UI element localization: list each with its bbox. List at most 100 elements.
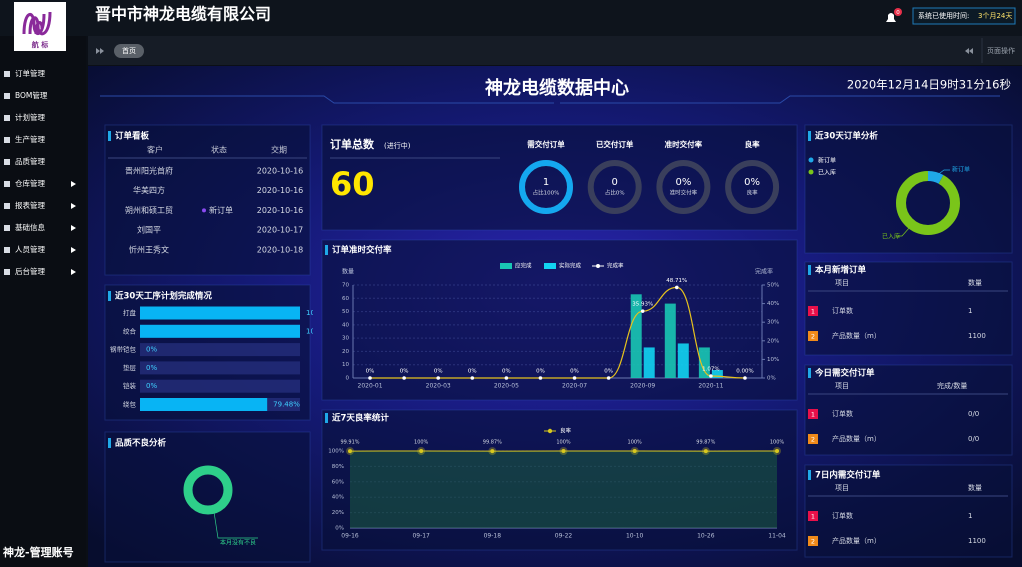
top-bar <box>0 0 1022 36</box>
customer: 刘国平 <box>137 225 161 235</box>
ring-track <box>656 160 711 214</box>
bar-category: 钢带铠包 <box>110 345 137 354</box>
menu-item[interactable]: 后台管理 <box>15 266 45 276</box>
bar <box>698 347 710 378</box>
bar-track <box>140 361 300 375</box>
rate-label: 35.93% <box>632 302 653 308</box>
menu-icon <box>4 247 10 253</box>
menu-item[interactable]: 报表管理 <box>15 200 45 210</box>
panel-title: 7日内需交付订单 <box>815 470 881 481</box>
y2-tick-label: 0% <box>767 376 776 382</box>
menu-icon <box>4 181 10 187</box>
menu-icon <box>4 93 10 99</box>
menu-item[interactable]: 基础信息 <box>15 222 45 232</box>
panel-title-marker <box>808 265 811 275</box>
yield-point <box>419 449 424 453</box>
menu-item[interactable]: 人员管理 <box>15 244 45 254</box>
legend-label: 已入库 <box>818 169 836 177</box>
rank-number: 2 <box>811 333 815 341</box>
due-date: 2020-10-16 <box>257 167 304 176</box>
yield-point <box>632 449 637 453</box>
bar <box>630 294 642 378</box>
rate-label: 0% <box>570 369 579 375</box>
column-header: 数量 <box>968 278 982 287</box>
row-item: 产品数量（m） <box>832 536 881 545</box>
y-tick-label: 100% <box>328 449 344 455</box>
menu-item[interactable]: BOM管理 <box>15 90 48 100</box>
yield-label: 100% <box>628 440 643 446</box>
bar-value-label: 100% <box>306 327 326 335</box>
tab-prev <box>96 48 104 54</box>
ring-value: 0% <box>744 177 760 188</box>
y-tick-label: 70 <box>342 283 349 289</box>
page-ops[interactable]: 页面操作 <box>987 46 1015 55</box>
ring-track <box>587 160 642 214</box>
y2-tick-label: 50% <box>767 283 779 289</box>
yield-label: 100% <box>770 440 785 446</box>
y-tick-label: 30 <box>342 336 349 342</box>
row-value: 1 <box>968 512 972 520</box>
rate-label: 0% <box>536 369 545 375</box>
y-tick-label: 40% <box>332 495 344 501</box>
panel-title-marker <box>325 413 328 423</box>
panel-title: 近30天订单分析 <box>815 131 878 142</box>
menu-item[interactable]: 仓库管理 <box>15 178 45 188</box>
customer: 晋州阳光首府 <box>125 166 173 176</box>
menu-item[interactable]: 订单管理 <box>15 68 45 78</box>
rate-point <box>709 374 713 378</box>
panel <box>321 124 798 231</box>
rate-label: 0% <box>604 369 613 375</box>
rank-badge <box>808 511 818 521</box>
tab-next <box>965 48 973 54</box>
legend-dot <box>596 264 600 268</box>
row-item: 订单数 <box>832 511 853 520</box>
x-tick-label: 11-04 <box>768 533 786 540</box>
bar-track <box>140 379 300 393</box>
bar-value-label: 0% <box>146 382 157 390</box>
panel <box>104 431 311 563</box>
x-tick-label: 10-10 <box>626 533 644 540</box>
submenu-arrow <box>71 269 76 275</box>
bar <box>140 398 268 411</box>
panel <box>104 124 311 276</box>
y-tick-label: 20% <box>332 510 344 516</box>
leader-line <box>935 169 950 177</box>
row-item: 订单数 <box>832 409 853 418</box>
home-tab-label[interactable]: 首页 <box>122 46 136 55</box>
rank-badge <box>808 536 818 546</box>
legend-label: 应完成 <box>515 262 532 270</box>
column-header: 客户 <box>147 145 163 155</box>
submenu-arrow <box>71 225 76 231</box>
leader-line <box>898 226 911 237</box>
bar-category: 垫层 <box>123 363 137 372</box>
ring-track <box>725 160 780 214</box>
dashboard-title: 神龙电缆数据中心 <box>485 77 629 99</box>
menu-item[interactable]: 品质管理 <box>15 156 45 166</box>
rate-label: 0.00% <box>736 369 753 375</box>
rank-badge <box>808 331 818 341</box>
y2-tick-label: 20% <box>767 338 779 344</box>
panel-title: 订单准时交付率 <box>332 245 392 256</box>
rate-point <box>368 376 372 380</box>
rate-point <box>538 376 543 380</box>
bar-track <box>140 343 300 357</box>
row-value: 1 <box>968 307 972 315</box>
notification-count: 0 <box>896 10 900 16</box>
yield-label: 99.91% <box>340 440 359 446</box>
uptime-box <box>912 7 1016 25</box>
uptime-label: 系统已使用时间: <box>918 11 969 20</box>
column-header: 状态 <box>211 145 227 155</box>
row-value: 0/0 <box>968 435 979 443</box>
bar-value-label: 100% <box>306 309 326 317</box>
menu-icon <box>4 225 10 231</box>
order-total-title: 订单总数 <box>330 137 375 151</box>
submenu-arrow <box>71 203 76 209</box>
menu-item[interactable]: 计划管理 <box>15 112 45 122</box>
menu-item[interactable]: 生产管理 <box>15 134 45 144</box>
rate-point <box>436 376 441 380</box>
y2-tick-label: 40% <box>767 301 779 307</box>
rate-point <box>640 309 645 313</box>
rate-point <box>743 376 747 380</box>
